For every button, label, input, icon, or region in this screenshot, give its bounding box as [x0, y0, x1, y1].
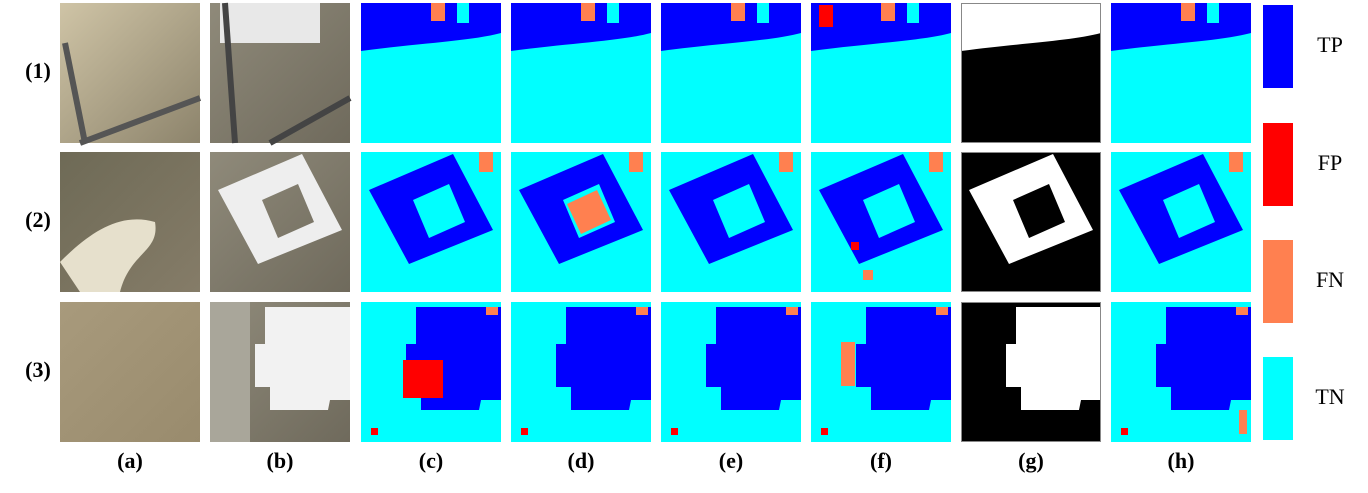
frame [961, 152, 1101, 292]
road [222, 2, 352, 146]
region [671, 428, 678, 435]
legend-label: TN [1315, 384, 1344, 409]
region [907, 3, 919, 23]
frame [961, 3, 1101, 143]
image-panel [811, 3, 951, 143]
region [786, 307, 798, 315]
legend-swatch [1263, 5, 1293, 88]
column-label: (d) [568, 448, 595, 473]
column-label: (a) [117, 448, 143, 473]
image-panel [511, 152, 651, 292]
building [961, 3, 1101, 51]
image-panel [811, 152, 951, 292]
region [881, 3, 895, 21]
image-panel [1111, 302, 1251, 442]
region [479, 152, 493, 172]
image-panel [210, 2, 352, 146]
building [856, 307, 951, 410]
image-panel [661, 302, 801, 442]
column-label: (b) [267, 448, 294, 473]
region [636, 307, 648, 315]
image-panel [1111, 3, 1251, 143]
building [519, 154, 643, 264]
column-label: (g) [1018, 448, 1044, 473]
building [556, 307, 651, 410]
region [863, 270, 873, 280]
building [819, 154, 943, 264]
building [706, 307, 801, 410]
building [218, 154, 342, 264]
rock [60, 219, 156, 292]
road [62, 42, 202, 146]
building [1156, 307, 1251, 410]
yard [210, 302, 250, 442]
legend-swatch [1263, 123, 1293, 206]
row-label: (1) [25, 58, 51, 83]
building [220, 3, 320, 43]
region [581, 3, 595, 21]
frame [961, 302, 1101, 442]
region [567, 190, 611, 234]
region [1207, 3, 1219, 23]
image-panel [961, 152, 1101, 292]
image-panel [511, 302, 651, 442]
region [1229, 152, 1243, 172]
region [821, 428, 828, 435]
region [819, 5, 833, 27]
image-panel [961, 3, 1101, 143]
legend-label: FN [1316, 267, 1344, 292]
region [1121, 428, 1128, 435]
region [457, 3, 469, 23]
region [1181, 3, 1195, 21]
region [486, 307, 498, 315]
region [731, 3, 745, 21]
image-panel [361, 152, 501, 292]
building [669, 154, 793, 264]
region [851, 242, 859, 250]
building [1006, 307, 1101, 410]
region [629, 152, 643, 172]
row-label: (3) [25, 357, 51, 382]
legend-label: TP [1317, 32, 1343, 57]
column-label: (h) [1168, 448, 1195, 473]
region [936, 307, 948, 315]
region [1236, 307, 1248, 315]
image-panel [60, 152, 200, 292]
image-panel [961, 302, 1101, 442]
image-panel [60, 3, 202, 146]
image-panel [661, 3, 801, 143]
region [607, 3, 619, 23]
image-panel [361, 302, 501, 442]
region [371, 428, 378, 435]
image-panel [811, 302, 951, 442]
image-panel [1111, 152, 1251, 292]
region [403, 360, 443, 398]
region [757, 3, 769, 23]
legend-label: FP [1318, 150, 1342, 175]
column-label: (f) [870, 448, 892, 473]
region [779, 152, 793, 172]
legend-swatch [1263, 357, 1293, 440]
image-panel [511, 3, 651, 143]
region [431, 3, 445, 21]
row-label: (2) [25, 207, 51, 232]
building [255, 307, 350, 410]
column-label: (c) [419, 448, 443, 473]
legend-swatch [1263, 240, 1293, 323]
building [969, 154, 1093, 264]
region [1239, 410, 1247, 434]
photo [60, 302, 200, 442]
building [1119, 154, 1243, 264]
region [521, 428, 528, 435]
column-label: (e) [719, 448, 743, 473]
image-panel [210, 152, 350, 292]
building [369, 154, 493, 264]
image-panel [361, 3, 501, 143]
region [841, 342, 855, 386]
region [929, 152, 943, 172]
image-panel [661, 152, 801, 292]
image-panel [60, 302, 200, 442]
image-panel [210, 302, 350, 442]
